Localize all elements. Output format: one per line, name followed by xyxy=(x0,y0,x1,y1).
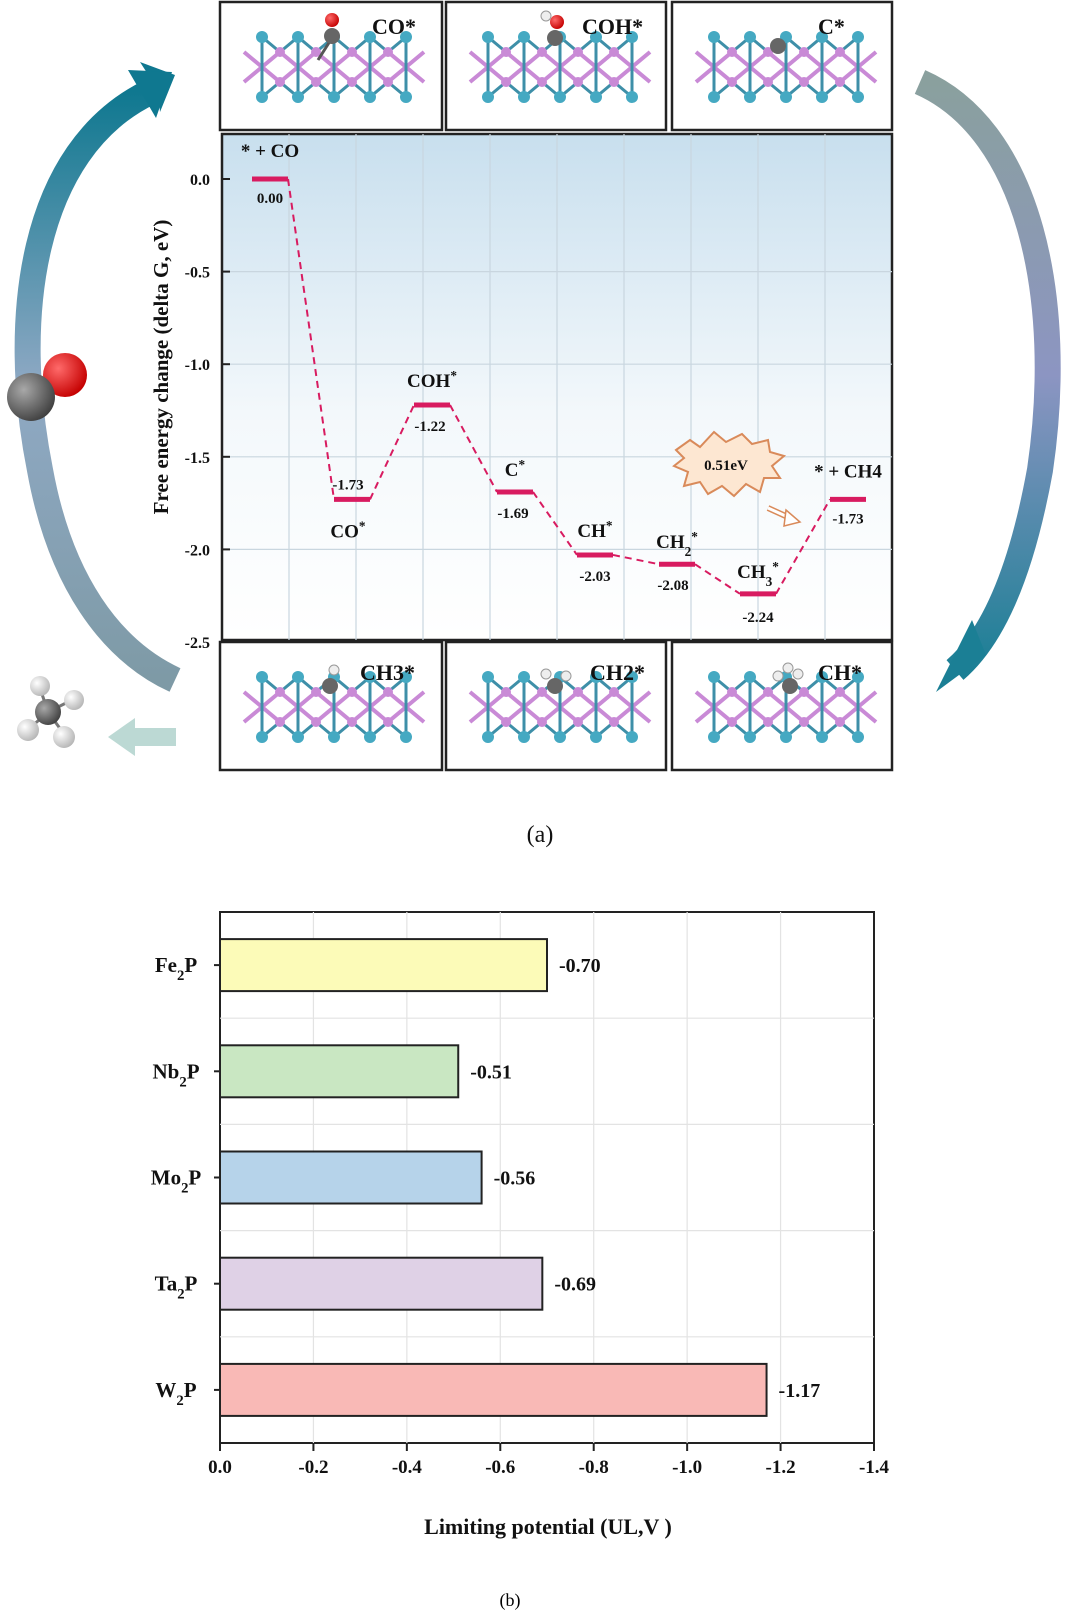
bar-x-tick-label: -1.2 xyxy=(766,1457,796,1478)
energy-species-label: COH* xyxy=(407,367,457,392)
energy-y-tick-label: -2.0 xyxy=(185,542,210,559)
energy-pathway: * + CO 0.00 CO* -1.73 COH* -1.22 C* -1.69 CH* -2.… xyxy=(241,141,883,626)
energy-value-label: -2.03 xyxy=(579,569,610,585)
structure-panel-bottom-3: CH* xyxy=(670,640,894,772)
bar-x-axis-label: Limiting potential (UL,V ) xyxy=(424,1514,672,1539)
barrier-label: 0.51eV xyxy=(704,458,748,474)
ch4-molecule-icon xyxy=(17,676,84,748)
product-release-arrow-icon xyxy=(108,718,176,756)
structure-label-bottom-1: CH3* xyxy=(360,660,415,685)
structure-panel-bottom-1: CH3* xyxy=(218,640,444,772)
energy-value-label: 0.00 xyxy=(257,191,283,207)
bar-value-label: -0.70 xyxy=(559,955,601,977)
co-molecule-icon xyxy=(7,353,87,421)
energy-value-label: -2.24 xyxy=(742,610,774,626)
structure-label-bottom-3: CH* xyxy=(818,660,862,685)
bar xyxy=(219,1256,544,1311)
panel-a-caption: (a) xyxy=(527,822,554,848)
bar-x-tick-label: -1.4 xyxy=(859,1457,890,1478)
bar-axes: 0.0 -0.2 -0.4 -0.6 -0.8 -1.0 -1.2 -1.4 Fe2P Nb2P M… xyxy=(151,953,890,1478)
bar-grid xyxy=(220,912,874,1443)
energy-connector xyxy=(287,178,335,500)
bar-value-label: -1.17 xyxy=(779,1380,821,1402)
panel-b-caption: (b) xyxy=(500,1590,521,1610)
energy-y-tick-label: -2.5 xyxy=(185,635,210,652)
energy-grid xyxy=(222,134,892,640)
left-cycle-arrow xyxy=(14,62,181,692)
energy-species-label: CH2* xyxy=(656,529,698,559)
bar-x-tick-label: -0.2 xyxy=(298,1457,328,1478)
energy-y-tick-label: -1.5 xyxy=(185,450,210,467)
structure-panel-bottom-2: CH2* xyxy=(444,640,668,772)
energy-y-axis: 0.0 -0.5 -1.0 -1.5 -2.0 -2.5 xyxy=(185,172,230,652)
barrier-highlight: 0.51eV xyxy=(672,430,802,527)
bar-category-label: Nb2P xyxy=(152,1059,199,1090)
energy-value-label: -1.73 xyxy=(332,477,363,493)
bar xyxy=(219,1044,460,1099)
energy-species-label: CH* xyxy=(577,517,613,542)
bar-category-label: W2P xyxy=(155,1378,196,1409)
energy-species-label: C* xyxy=(505,456,526,481)
energy-y-axis-label: Free energy change (delta G, eV) xyxy=(149,220,173,515)
energy-connector xyxy=(775,498,831,595)
bar-x-tick-label: -0.8 xyxy=(579,1457,609,1478)
energy-connector xyxy=(612,553,660,566)
energy-connector xyxy=(532,491,578,556)
energy-species-label: CH3* xyxy=(737,558,779,588)
energy-connector xyxy=(694,563,741,595)
bar-value-label: -0.69 xyxy=(554,1274,596,1296)
bar-x-tick-label: -0.4 xyxy=(392,1457,423,1478)
energy-species-label: * + CH4 xyxy=(814,461,882,482)
structure-label-top-2: COH* xyxy=(582,14,643,39)
energy-connector xyxy=(369,404,415,500)
energy-value-label: -1.22 xyxy=(414,419,445,435)
energy-connector xyxy=(449,404,498,493)
bar-category-label: Ta2P xyxy=(155,1272,198,1303)
structure-label-bottom-2: CH2* xyxy=(590,660,645,685)
energy-value-label: -1.73 xyxy=(832,511,863,527)
structure-panel-top-1: CO* xyxy=(218,0,444,132)
bar xyxy=(219,1362,768,1417)
bar-x-tick-label: -1.0 xyxy=(672,1457,702,1478)
structure-label-top-3: C* xyxy=(818,14,845,39)
energy-species-label: CO* xyxy=(330,518,366,543)
bar-category-label: Fe2P xyxy=(155,953,198,984)
energy-y-tick-label: 0.0 xyxy=(190,172,210,189)
structure-label-top-1: CO* xyxy=(372,14,416,39)
energy-value-label: -1.69 xyxy=(497,506,528,522)
bar xyxy=(219,938,548,993)
bar-series: -0.70 -0.51 -0.56 -0.69 -1.17 xyxy=(219,938,821,1417)
structure-panel-top-3: C* xyxy=(670,0,894,132)
energy-value-label: -2.08 xyxy=(657,578,688,594)
energy-y-tick-label: -0.5 xyxy=(185,265,210,282)
right-cycle-arrow xyxy=(914,70,1061,692)
bar xyxy=(219,1150,483,1205)
energy-species-label: * + CO xyxy=(241,141,299,162)
structure-panel-top-2: COH* xyxy=(444,0,668,132)
energy-y-tick-label: -1.0 xyxy=(185,357,210,374)
bar-value-label: -0.51 xyxy=(470,1061,512,1083)
bar-x-tick-label: 0.0 xyxy=(208,1457,232,1478)
bar-value-label: -0.56 xyxy=(494,1168,536,1190)
bar-category-label: Mo2P xyxy=(151,1166,202,1197)
bar-x-tick-label: -0.6 xyxy=(485,1457,515,1478)
